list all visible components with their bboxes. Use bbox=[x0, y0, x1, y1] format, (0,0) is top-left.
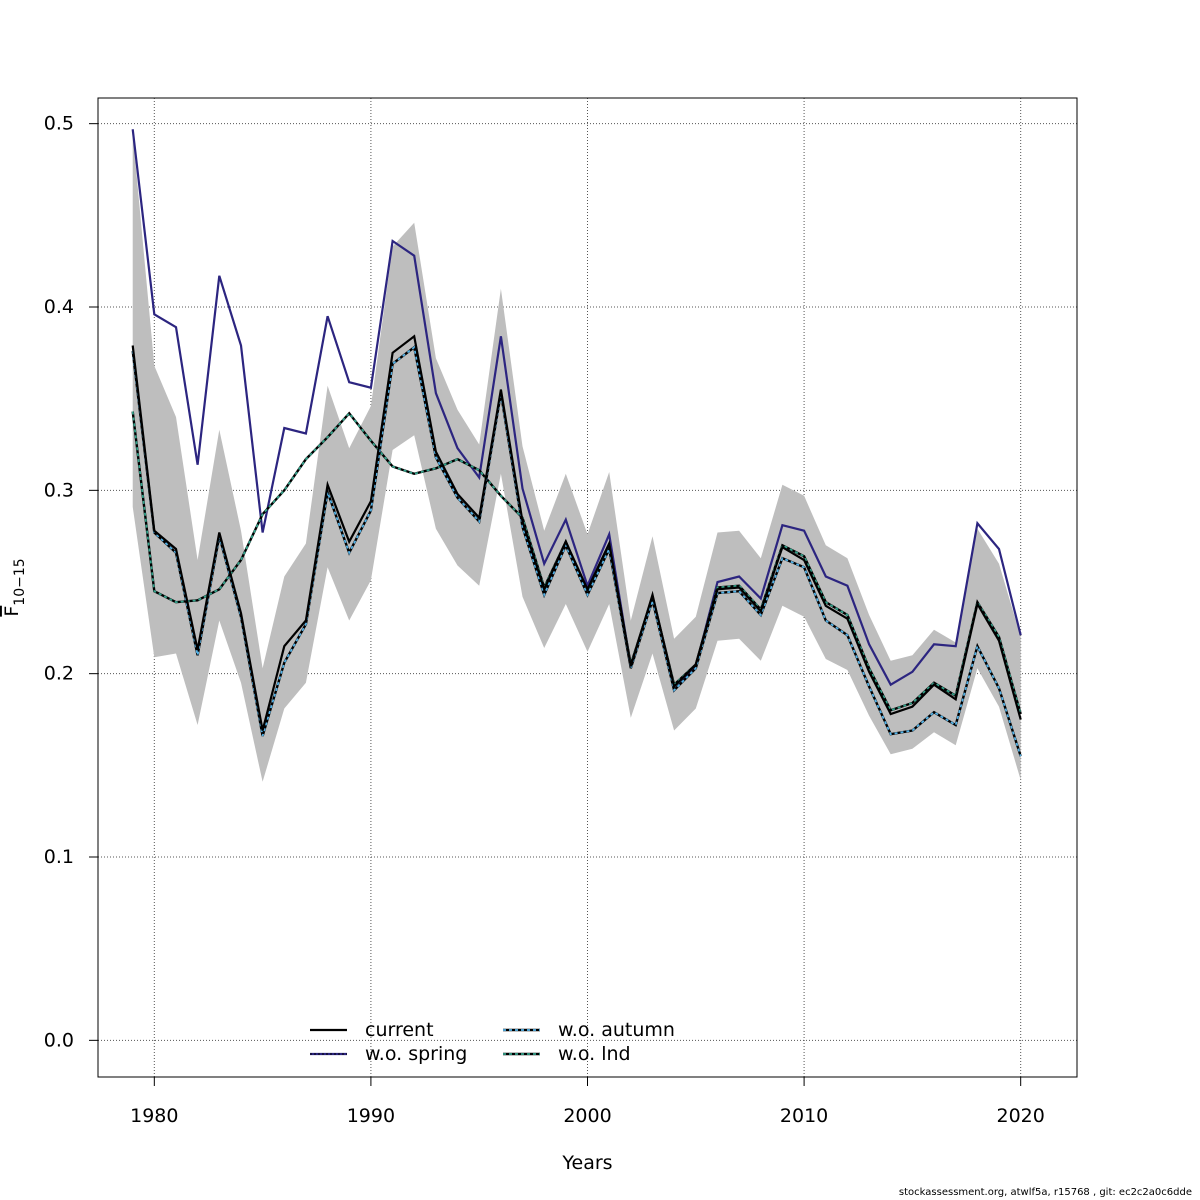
x-tick-label: 2000 bbox=[563, 1105, 611, 1127]
series-line-current bbox=[131, 334, 1022, 731]
legend-label-w-o-spring: w.o. spring bbox=[365, 1043, 467, 1065]
y-tick-label: 0.4 bbox=[44, 296, 74, 318]
y-axis: 0.0 0.1 0.2 0.3 0.4 0.5 bbox=[44, 113, 98, 1051]
y-axis-label: F10−15 bbox=[1, 558, 28, 616]
y-tick-label: 0.5 bbox=[44, 113, 74, 135]
x-tick-label: 1990 bbox=[347, 1105, 395, 1127]
series-line-w-o-lnd bbox=[131, 411, 1022, 715]
legend-label-w-o-autumn: w.o. autumn bbox=[558, 1019, 675, 1041]
confidence-band bbox=[132, 132, 1021, 782]
legend-label-current: current bbox=[365, 1019, 434, 1041]
legend-label-w-o-lnd: w.o. lnd bbox=[558, 1043, 631, 1065]
y-axis-label-subscript: 10−15 bbox=[12, 558, 28, 605]
x-axis-label: Years bbox=[561, 1152, 612, 1174]
series-layer bbox=[131, 129, 1022, 757]
series-line-w-o-spring bbox=[131, 129, 1022, 693]
x-axis: 1980 1990 2000 2010 2020 bbox=[130, 1077, 1045, 1127]
x-tick-label: 1980 bbox=[130, 1105, 178, 1127]
x-tick-label: 2010 bbox=[780, 1105, 828, 1127]
y-tick-label: 0.0 bbox=[44, 1029, 74, 1051]
x-tick-label: 2020 bbox=[997, 1105, 1045, 1127]
y-axis-label-main: F bbox=[1, 606, 23, 617]
footer-credit: stockassessment.org, atwlf5a, r15768 , g… bbox=[898, 1187, 1192, 1198]
series-line-w-o-autumn bbox=[131, 345, 1022, 757]
confidence-band-layer bbox=[132, 132, 1021, 782]
y-tick-label: 0.3 bbox=[44, 479, 74, 501]
y-tick-label: 0.2 bbox=[44, 663, 74, 685]
y-tick-label: 0.1 bbox=[44, 846, 74, 868]
